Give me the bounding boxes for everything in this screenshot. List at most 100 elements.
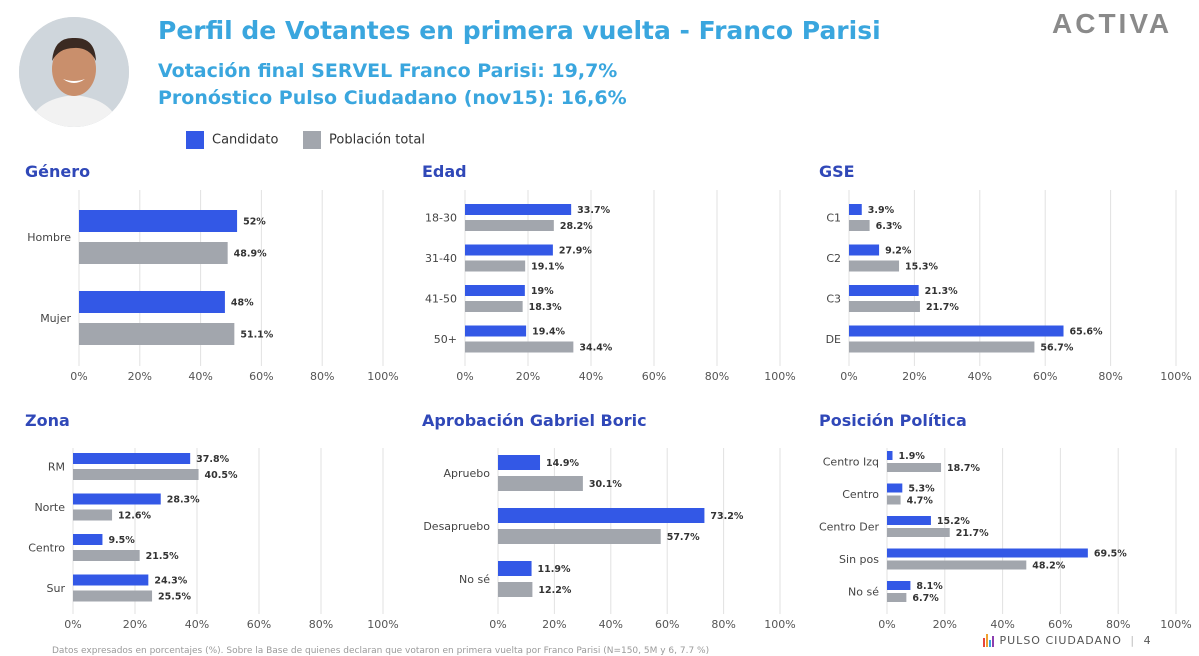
category-label: DE <box>826 333 841 346</box>
data-label: 28.2% <box>560 221 593 232</box>
legend-candidate-label: Candidato <box>212 132 279 148</box>
x-tick-label: 60% <box>247 618 271 631</box>
bar-population <box>79 323 235 345</box>
x-tick-label: 40% <box>188 370 212 383</box>
data-label: 25.5% <box>158 592 191 603</box>
x-tick-label: 100% <box>367 618 398 631</box>
legend-population: Población total <box>303 131 425 149</box>
chart-title-genero: Género <box>25 162 91 181</box>
footer-brand: PULSO CIUDADANO <box>999 634 1122 647</box>
category-label: Centro <box>28 542 65 555</box>
category-label: C2 <box>826 252 841 265</box>
data-label: 14.9% <box>546 458 579 469</box>
data-label: 21.3% <box>925 286 958 297</box>
data-label: 28.3% <box>167 495 200 506</box>
data-label: 48% <box>231 298 254 309</box>
bar-candidate <box>849 244 880 256</box>
bar-candidate <box>849 285 919 296</box>
data-label: 57.7% <box>667 532 700 543</box>
data-label: 73.2% <box>710 511 743 522</box>
category-label: Centro Izq <box>823 456 879 469</box>
x-tick-label: 40% <box>579 370 603 383</box>
x-tick-label: 40% <box>968 370 992 383</box>
x-tick-label: 80% <box>711 618 735 631</box>
bar-candidate <box>73 453 191 464</box>
x-tick-label: 80% <box>705 370 729 383</box>
bar-population <box>849 341 1035 353</box>
data-label: 15.3% <box>905 262 938 273</box>
bar-population <box>887 495 901 505</box>
x-tick-label: 100% <box>764 618 795 631</box>
x-tick-label: 20% <box>123 618 147 631</box>
data-label: 19.4% <box>532 327 565 338</box>
data-label: 40.5% <box>205 470 238 481</box>
x-tick-label: 40% <box>599 618 623 631</box>
data-label: 24.3% <box>154 576 187 587</box>
category-label: Desapruebo <box>423 520 490 533</box>
bar-population <box>73 509 113 521</box>
category-label: C3 <box>826 293 841 306</box>
x-tick-label: 0% <box>456 370 473 383</box>
legend-population-label: Población total <box>329 132 425 148</box>
bar-population <box>849 301 920 312</box>
bar-population <box>73 469 199 480</box>
footer-page-number: 4 <box>1143 634 1152 647</box>
legend-population-swatch <box>303 131 321 149</box>
x-tick-label: 60% <box>642 370 666 383</box>
chart-title-posicion: Posición Política <box>819 411 967 430</box>
data-label: 12.2% <box>538 585 571 596</box>
bar-candidate <box>498 508 705 523</box>
chart-title-zona: Zona <box>25 411 70 430</box>
x-tick-label: 100% <box>764 370 795 383</box>
category-label: Centro Der <box>819 521 879 534</box>
chart-title-gse: GSE <box>819 162 855 181</box>
x-tick-label: 20% <box>542 618 566 631</box>
bar-population <box>465 301 523 312</box>
bar-population <box>465 341 574 353</box>
category-label: Hombre <box>27 231 71 244</box>
data-label: 30.1% <box>589 479 622 490</box>
category-label: No sé <box>848 586 879 599</box>
bar-candidate <box>73 574 149 586</box>
data-label: 69.5% <box>1094 549 1127 560</box>
data-label: 11.9% <box>538 564 571 575</box>
x-tick-label: 20% <box>902 370 926 383</box>
bar-candidate <box>79 291 225 313</box>
data-label: 48.2% <box>1032 561 1065 572</box>
data-label: 3.9% <box>868 205 895 216</box>
bar-population <box>498 476 583 491</box>
bar-population <box>465 260 526 272</box>
x-tick-label: 80% <box>309 618 333 631</box>
bar-candidate <box>465 325 527 337</box>
x-tick-label: 20% <box>933 618 957 631</box>
data-label: 19% <box>531 286 554 297</box>
data-label: 6.3% <box>876 221 903 232</box>
data-label: 15.2% <box>937 516 970 527</box>
legend-candidate: Candidato <box>186 131 278 149</box>
category-label: 31-40 <box>425 252 457 265</box>
bar-population <box>887 560 1027 570</box>
data-label: 9.5% <box>108 535 135 546</box>
legend-candidate-swatch <box>186 131 204 149</box>
x-tick-label: 40% <box>990 618 1014 631</box>
bar-population <box>887 593 907 602</box>
forecast-result: Pronóstico Pulso Ciudadano (nov15): 16,6… <box>158 87 627 109</box>
bar-population <box>849 260 900 272</box>
data-label: 56.7% <box>1040 343 1073 354</box>
x-tick-label: 60% <box>249 370 273 383</box>
category-label: 50+ <box>434 333 457 346</box>
data-label: 12.6% <box>118 511 151 522</box>
x-tick-label: 100% <box>1160 370 1191 383</box>
bar-population <box>465 220 554 231</box>
x-tick-label: 0% <box>878 618 895 631</box>
x-tick-label: 0% <box>840 370 857 383</box>
category-label: 18-30 <box>425 212 457 225</box>
data-label: 18.3% <box>529 302 562 313</box>
servel-result: Votación final SERVEL Franco Parisi: 19,… <box>158 60 618 82</box>
footer-note: Datos expresados en porcentajes (%). Sob… <box>52 646 710 656</box>
